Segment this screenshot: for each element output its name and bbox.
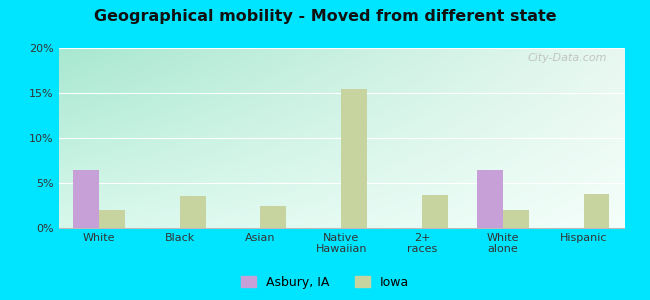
Bar (179, 196, 205, 228)
Bar (422, 195, 448, 228)
Legend: Asbury, IA, Iowa: Asbury, IA, Iowa (236, 271, 414, 294)
Bar (477, 170, 503, 228)
Bar (261, 206, 286, 228)
Bar (73, 170, 99, 228)
Bar (584, 194, 610, 228)
Bar (99, 210, 125, 228)
Bar (503, 210, 528, 228)
Text: Geographical mobility - Moved from different state: Geographical mobility - Moved from diffe… (94, 9, 556, 24)
Bar (341, 88, 367, 228)
Text: City-Data.com: City-Data.com (528, 53, 607, 63)
